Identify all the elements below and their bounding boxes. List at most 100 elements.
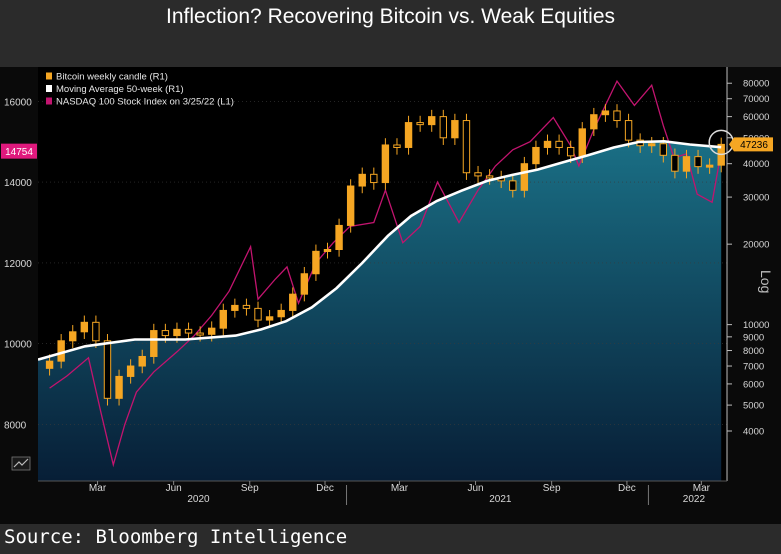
bitcoin-candle bbox=[601, 104, 610, 122]
right-axis-background bbox=[727, 67, 781, 481]
bitcoin-current-badge bbox=[729, 137, 773, 152]
bitcoin-candle bbox=[404, 115, 413, 155]
candle-body bbox=[439, 116, 447, 139]
candle-body bbox=[69, 331, 77, 342]
candle-body bbox=[126, 365, 135, 377]
candle-body bbox=[694, 156, 702, 168]
x-axis-month-label: Dec bbox=[316, 483, 334, 494]
source-note: Source: Bloomberg Intelligence bbox=[4, 526, 348, 548]
bitcoin-candle bbox=[242, 298, 251, 316]
x-axis-year-label: 2022 bbox=[683, 494, 706, 505]
right-axis-tick-label: 40000 bbox=[743, 159, 769, 170]
nasdaq-line bbox=[49, 79, 722, 468]
candle-body bbox=[300, 273, 309, 295]
nasdaq-current-value: 14754 bbox=[5, 147, 33, 158]
right-axis-tick-label: 70000 bbox=[743, 94, 769, 105]
bitcoin-candle bbox=[648, 136, 656, 153]
x-axis-month-label: Jun bbox=[467, 483, 483, 494]
candle-body bbox=[520, 163, 529, 191]
bitcoin-candle bbox=[671, 148, 679, 179]
candle-body bbox=[428, 116, 436, 126]
candle-body bbox=[370, 173, 378, 184]
candle-body bbox=[671, 154, 679, 172]
right-axis-tick-label: 60000 bbox=[743, 112, 769, 123]
x-axis-month-label: Jun bbox=[166, 483, 182, 494]
legend-entry: Bitcoin weekly candle (R1) bbox=[46, 72, 168, 83]
bitcoin-candle bbox=[485, 169, 494, 185]
x-axis-month-label: Dec bbox=[618, 483, 636, 494]
bitcoin-candle bbox=[323, 242, 332, 259]
legend-label: NASDAQ 100 Stock Index on 3/25/22 (L1) bbox=[56, 97, 234, 108]
bitcoin-candle bbox=[462, 113, 471, 180]
right-axis-tick-label: 6000 bbox=[743, 379, 764, 390]
bitcoin-candle bbox=[532, 140, 540, 171]
candle-body bbox=[45, 360, 54, 369]
bitcoin-candle bbox=[300, 266, 309, 302]
bitcoin-candle bbox=[370, 167, 378, 190]
bitcoin-candle bbox=[451, 113, 459, 145]
bitcoin-candle bbox=[393, 138, 401, 155]
icon-glyph bbox=[13, 458, 29, 468]
right-axis-tick-label: 7000 bbox=[743, 362, 764, 373]
candle-body bbox=[231, 304, 239, 311]
candle-body bbox=[358, 173, 366, 187]
legend-entry: Moving Average 50-week (R1) bbox=[46, 84, 184, 95]
candle-body bbox=[289, 293, 297, 311]
x-axis-month-label: Mar bbox=[89, 483, 107, 494]
left-axis-tick-label: 10000 bbox=[4, 340, 32, 351]
candle-body bbox=[578, 128, 586, 157]
candle-body bbox=[659, 143, 668, 156]
candle-body bbox=[590, 114, 598, 130]
candle-body bbox=[485, 175, 494, 179]
candle-body bbox=[161, 330, 170, 337]
candle-body bbox=[648, 143, 656, 147]
candle-body bbox=[462, 120, 471, 174]
candle-body bbox=[103, 340, 112, 399]
candle-body bbox=[346, 185, 355, 226]
bitcoin-candle bbox=[231, 298, 239, 318]
candle-body bbox=[265, 316, 274, 321]
bitcoin-candle bbox=[682, 149, 691, 179]
left-axis-tick-label: 8000 bbox=[4, 420, 27, 431]
bitcoin-candle bbox=[277, 303, 285, 324]
bitcoin-candle bbox=[624, 113, 633, 148]
left-axis-tick-label: 16000 bbox=[4, 97, 32, 108]
candle-body bbox=[173, 328, 181, 337]
bitcoin-candle bbox=[335, 218, 343, 257]
candle-body bbox=[566, 146, 575, 157]
candle-body bbox=[543, 140, 552, 148]
moving-average-area-fill bbox=[38, 141, 722, 481]
x-axis-year-label: 2020 bbox=[187, 494, 210, 505]
candle-body bbox=[115, 375, 123, 399]
line-chart-icon[interactable] bbox=[11, 456, 31, 471]
candle-body bbox=[57, 340, 65, 362]
bitcoin-candle bbox=[69, 325, 77, 348]
x-axis-month-label: Mar bbox=[693, 483, 711, 494]
candle-body bbox=[404, 122, 413, 148]
legend-swatch bbox=[46, 97, 52, 105]
bitcoin-candle bbox=[45, 354, 54, 376]
candle-body bbox=[207, 327, 216, 335]
left-axis-background bbox=[0, 67, 38, 481]
bitcoin-candle bbox=[103, 334, 112, 406]
bitcoin-candle bbox=[115, 369, 123, 406]
candle-body bbox=[532, 146, 540, 165]
chart-title: Inflection? Recovering Bitcoin vs. Weak … bbox=[166, 5, 615, 28]
bitcoin-candle bbox=[613, 104, 621, 128]
legend-entry: NASDAQ 100 Stock Index on 3/25/22 (L1) bbox=[46, 97, 234, 108]
right-axis-scale-label: Log bbox=[758, 270, 774, 293]
candle-body bbox=[381, 144, 390, 184]
bitcoin-candle bbox=[346, 179, 355, 233]
candle-body bbox=[416, 122, 424, 126]
candle-body bbox=[92, 321, 100, 342]
bitcoin-candle bbox=[184, 322, 193, 341]
bitcoin-candle bbox=[590, 107, 598, 137]
bitcoin-candle bbox=[705, 158, 714, 174]
bitcoin-candle bbox=[474, 165, 482, 184]
candle-body bbox=[601, 110, 610, 116]
candle-body bbox=[705, 164, 714, 168]
nasdaq-current-badge bbox=[1, 143, 37, 159]
right-axis-tick-label: 4000 bbox=[743, 426, 764, 437]
bitcoin-candle bbox=[289, 287, 297, 318]
